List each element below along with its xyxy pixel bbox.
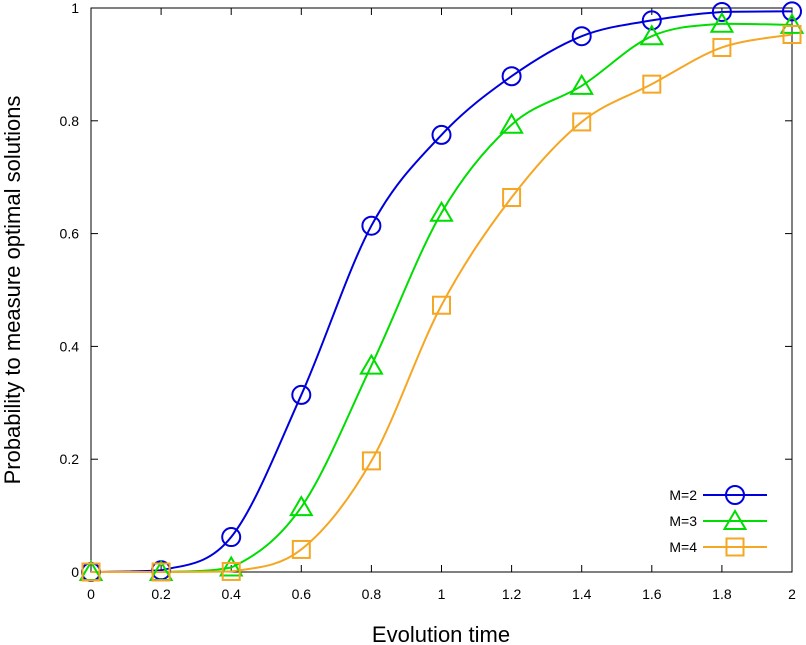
data-point-M=4	[432, 295, 451, 315]
data-point-M=4	[642, 74, 662, 94]
legend-label: M=4	[669, 539, 697, 555]
legend-marker	[725, 485, 745, 505]
y-tick-label: 0.4	[60, 338, 80, 354]
data-point-M=3	[569, 73, 594, 95]
legend-marker	[722, 509, 748, 530]
x-tick-label: 0.6	[292, 586, 312, 602]
x-tick-label: 0	[87, 586, 95, 602]
series-line-M=4	[90, 33, 793, 574]
data-point-M=4	[81, 562, 101, 582]
data-point-M=2	[711, 1, 732, 22]
legend-label: M=3	[669, 513, 697, 529]
legend: M=2 M=3 M=4	[669, 485, 767, 557]
y-tick-label: 0	[71, 564, 79, 580]
y-axis-title: Probability to measure optimal solutions	[0, 96, 25, 485]
y-tick-label: 1	[71, 0, 79, 16]
data-point-M=4	[782, 25, 802, 45]
x-tick-label: 1.2	[502, 586, 522, 602]
data-point-M=2	[501, 66, 522, 87]
data-point-M=4	[712, 37, 732, 57]
data-point-M=4	[291, 539, 311, 559]
x-tick-label: 1.4	[572, 586, 592, 602]
data-point-M=4	[361, 451, 381, 471]
x-tick-label: 1	[438, 586, 446, 602]
data-point-M=3	[499, 112, 524, 134]
legend-label: M=2	[669, 487, 697, 503]
y-tick-label: 0.6	[60, 226, 80, 242]
data-point-M=4	[151, 562, 171, 582]
x-tick-label: 0.2	[151, 586, 171, 602]
data-point-M=2	[291, 384, 312, 405]
x-tick-label: 0.4	[221, 586, 241, 602]
x-tick-label: 2	[788, 586, 796, 602]
data-point-M=4	[502, 188, 522, 208]
x-tick-label: 1.8	[712, 586, 732, 602]
data-point-M=3	[359, 353, 384, 375]
data-point-M=2	[431, 124, 452, 145]
series-markers	[78, 1, 805, 582]
data-point-M=3	[429, 200, 454, 222]
data-point-M=2	[782, 1, 802, 22]
data-point-M=4	[572, 112, 592, 132]
y-tick-label: 0.8	[60, 113, 80, 129]
legend-marker	[725, 537, 745, 557]
data-point-M=3	[289, 495, 314, 517]
x-tick-label: 1.6	[642, 586, 662, 602]
x-axis-title: Evolution time	[372, 622, 510, 645]
series-line-M=2	[90, 10, 793, 573]
y-tick-label: 0.2	[60, 451, 80, 467]
x-tick-label: 0.8	[362, 586, 382, 602]
data-point-M=3	[709, 11, 735, 33]
data-point-M=2	[221, 527, 242, 548]
data-point-M=3	[218, 555, 244, 577]
data-point-M=3	[779, 12, 805, 34]
data-point-M=2	[641, 10, 662, 31]
data-point-M=2	[571, 26, 592, 47]
data-point-M=4	[221, 561, 241, 581]
data-point-M=2	[361, 215, 382, 236]
data-point-M=3	[639, 24, 665, 46]
tick-labels: 0 0.2 0.4 0.6 0.8 1 1.2 1.4 1.6 1.8 2 0 0.2 0.4 0.6 0.8…	[60, 0, 797, 602]
